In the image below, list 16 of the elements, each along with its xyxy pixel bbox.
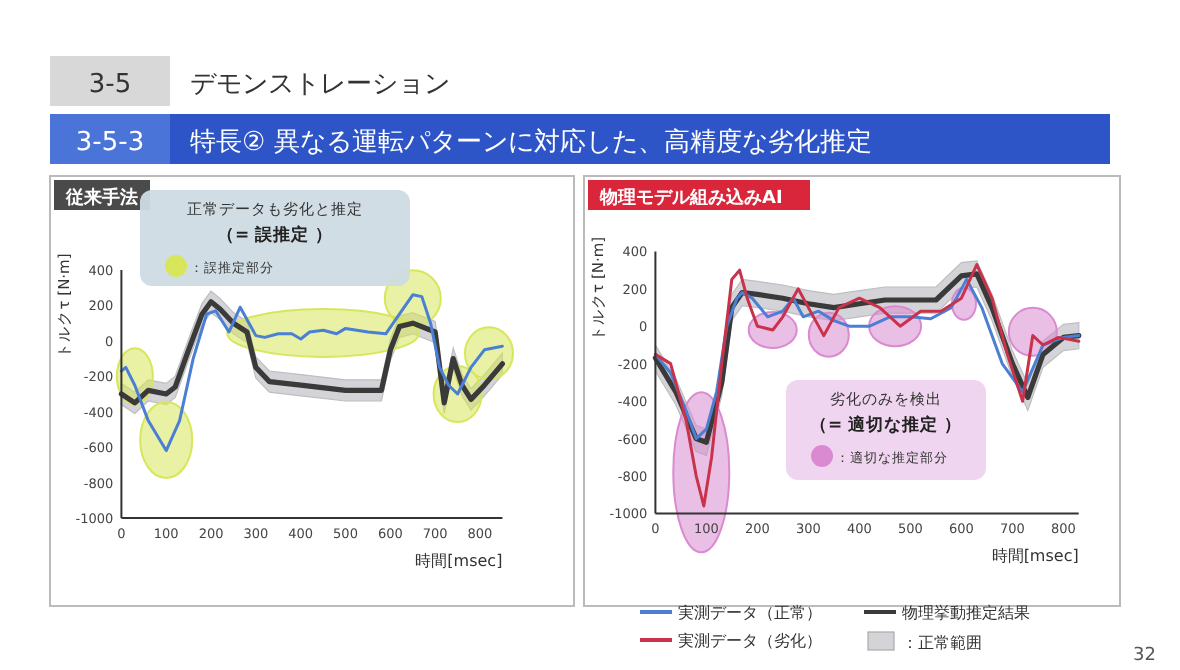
annotation: （= 適切な推定 ）	[809, 414, 963, 436]
chart-title: 物理モデル組み込みAI	[598, 187, 783, 209]
chart-title: 従来手法	[64, 187, 138, 209]
text: 32	[1133, 646, 1156, 666]
text: （= 誤推定 ）	[216, 224, 334, 246]
legend-label: 実測データ（正常）	[678, 604, 822, 622]
line-series	[653, 263, 1081, 508]
text: デモンストレーション	[190, 70, 450, 100]
text: 特長② 異なる運転パターンに対応した、高精度な劣化推定	[190, 126, 872, 158]
legend-label: 物理挙動推定結果	[902, 604, 1030, 622]
x-axis-title: 時間[msec]	[415, 552, 503, 570]
text: 3-5	[88, 70, 132, 100]
text: ：正常範囲	[902, 634, 982, 652]
text: 3-5-3	[75, 128, 145, 158]
x-axis-title: 時間[msec]	[991, 547, 1079, 566]
legend-label: 実測データ（劣化）	[678, 632, 822, 650]
